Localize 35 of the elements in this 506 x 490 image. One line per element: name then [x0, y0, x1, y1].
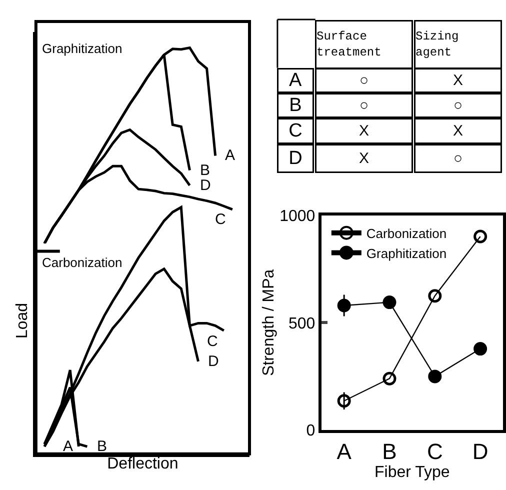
- x-axis-title: Fiber Type: [374, 464, 450, 482]
- x-tick-label: C: [426, 439, 443, 464]
- text: X: [358, 150, 370, 167]
- series-label: C: [207, 333, 218, 350]
- text: ○: [359, 97, 369, 114]
- x-axis-title: Deflection: [107, 456, 178, 473]
- category-label: Sizing agent: [416, 30, 459, 60]
- series-label: A: [225, 147, 236, 164]
- text: X: [452, 122, 464, 140]
- series-label: C: [215, 211, 226, 228]
- text: ○: [359, 72, 369, 89]
- legend-label: Carbonization: [366, 226, 447, 241]
- series-label: D: [200, 177, 211, 194]
- category-label: B: [289, 95, 302, 116]
- text: ○: [453, 150, 463, 167]
- legend-label: Graphitization: [366, 246, 447, 261]
- y-tick-label: 1000: [280, 208, 316, 226]
- x-tick-label: B: [382, 439, 397, 464]
- x-tick-label: A: [336, 439, 352, 464]
- y-tick-label: 500: [288, 315, 316, 332]
- text: X: [452, 72, 464, 89]
- text: X: [358, 122, 370, 140]
- chart-title: Graphitization: [42, 41, 122, 56]
- text: Carbonization: [42, 255, 122, 270]
- y-axis-title: Strength / MPa: [260, 269, 278, 376]
- x-tick-label: D: [472, 439, 488, 464]
- series-label: D: [208, 353, 219, 370]
- category-label: C: [288, 120, 302, 142]
- category-label: Surface treatment: [316, 30, 382, 60]
- category-label: D: [288, 148, 302, 169]
- category-label: A: [289, 70, 302, 91]
- series-label: B: [200, 162, 210, 179]
- y-axis-title: Load: [14, 302, 31, 339]
- y-tick-label: 0: [306, 422, 316, 440]
- text: ○: [453, 97, 463, 114]
